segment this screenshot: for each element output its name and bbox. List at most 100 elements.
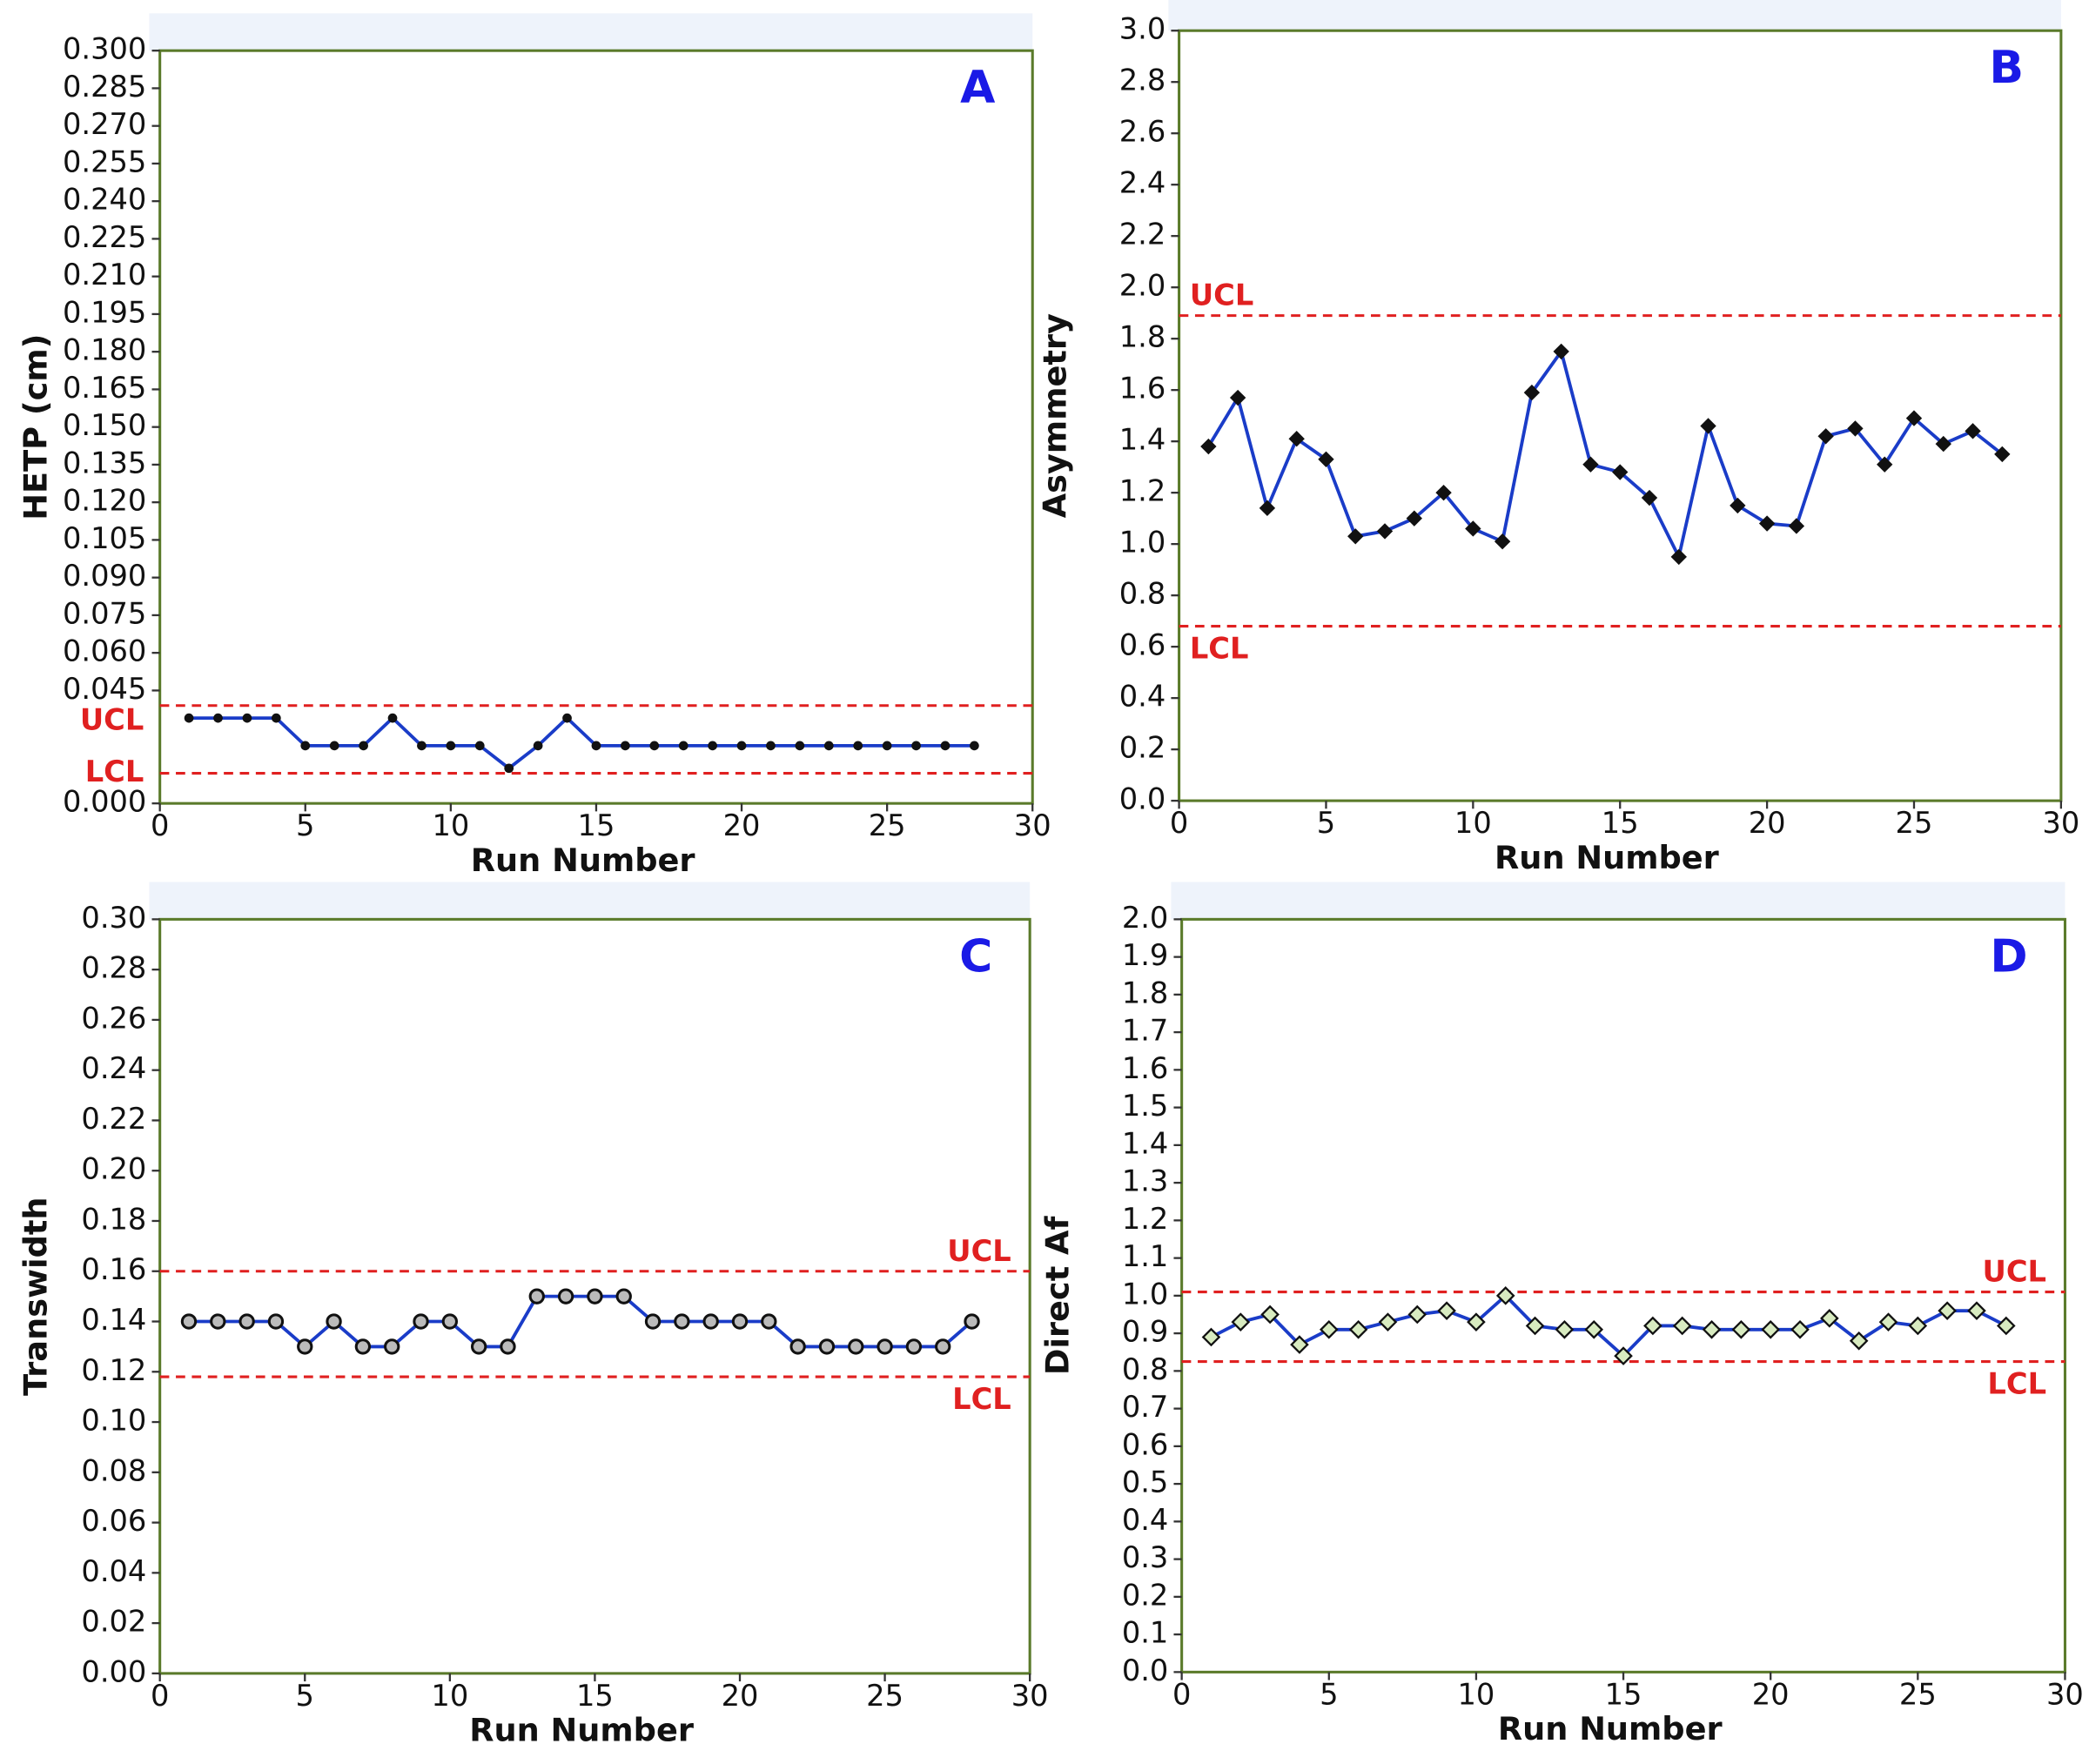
control-limit-label: UCL bbox=[1190, 278, 1253, 312]
data-point bbox=[615, 1288, 632, 1305]
data-point bbox=[731, 1313, 749, 1330]
series-line bbox=[1210, 1293, 2007, 1358]
x-tick-label: 10 bbox=[432, 808, 469, 842]
data-point bbox=[413, 1313, 429, 1330]
data-point bbox=[1347, 528, 1364, 545]
data-point bbox=[1231, 1312, 1251, 1331]
data-point bbox=[1319, 1319, 1339, 1339]
data-point bbox=[1935, 435, 1951, 453]
x-tick-label: 30 bbox=[2046, 1677, 2084, 1711]
y-tick-label: 0.30 bbox=[81, 901, 146, 935]
data-point bbox=[1820, 1309, 1839, 1328]
data-point bbox=[789, 1338, 806, 1355]
x-axis-title: Run Number bbox=[469, 1712, 694, 1749]
y-tick-label: 2.2 bbox=[1119, 218, 1166, 252]
y-tick-label: 0.165 bbox=[63, 371, 146, 405]
data-point bbox=[1435, 484, 1452, 501]
data-point bbox=[1523, 384, 1541, 401]
x-tick-label: 0 bbox=[151, 808, 169, 842]
data-point bbox=[184, 713, 194, 723]
data-point bbox=[1996, 1316, 2016, 1336]
data-point bbox=[1467, 1312, 1486, 1331]
x-tick-label: 5 bbox=[296, 808, 314, 842]
data-point bbox=[242, 713, 252, 723]
y-tick-label: 0.060 bbox=[63, 634, 146, 668]
y-tick-label: 1.4 bbox=[1119, 423, 1166, 457]
y-tick-label: 2.0 bbox=[1119, 269, 1166, 303]
x-tick-label: 10 bbox=[1458, 1677, 1495, 1711]
data-point bbox=[384, 1338, 400, 1355]
y-tick-label: 0.20 bbox=[81, 1152, 146, 1186]
y-tick-label: 0.240 bbox=[63, 183, 146, 217]
y-tick-label: 1.9 bbox=[1122, 938, 1169, 972]
control-limit-label: UCL bbox=[947, 1234, 1011, 1268]
y-tick-label: 0.4 bbox=[1119, 680, 1166, 714]
y-tick-label: 0.26 bbox=[81, 1001, 146, 1035]
data-point bbox=[1758, 515, 1776, 532]
control-limit-label: LCL bbox=[952, 1382, 1011, 1416]
data-point bbox=[964, 1313, 980, 1330]
y-tick-label: 0.8 bbox=[1122, 1352, 1169, 1386]
y-tick-label: 0.225 bbox=[63, 220, 146, 254]
data-point bbox=[853, 741, 863, 751]
data-point bbox=[1731, 1319, 1751, 1339]
data-point bbox=[1584, 1319, 1604, 1339]
x-tick-label: 15 bbox=[1602, 806, 1639, 840]
panel-label: C bbox=[959, 930, 992, 983]
data-point bbox=[1761, 1319, 1780, 1339]
data-point bbox=[649, 741, 660, 751]
y-tick-label: 1.0 bbox=[1122, 1277, 1169, 1311]
data-point bbox=[528, 1288, 545, 1305]
plot-header-band bbox=[149, 13, 1033, 51]
y-tick-label: 0.18 bbox=[81, 1202, 146, 1236]
y-tick-label: 0.120 bbox=[63, 484, 146, 518]
y-axis-title: Transwidth bbox=[17, 1197, 54, 1395]
control-limit-label: LCL bbox=[85, 755, 144, 788]
data-point bbox=[297, 1338, 313, 1355]
x-tick-label: 15 bbox=[578, 808, 615, 842]
data-point bbox=[1702, 1319, 1722, 1339]
data-point bbox=[882, 741, 892, 751]
y-tick-label: 0.285 bbox=[63, 70, 146, 104]
data-point bbox=[940, 741, 950, 751]
data-point bbox=[1700, 418, 1716, 434]
data-point bbox=[1905, 410, 1923, 426]
y-tick-label: 0.4 bbox=[1122, 1503, 1169, 1537]
y-tick-label: 3.0 bbox=[1119, 12, 1166, 46]
series-line bbox=[1206, 347, 2004, 562]
y-tick-label: 0.24 bbox=[81, 1051, 146, 1085]
y-tick-label: 1.3 bbox=[1122, 1164, 1169, 1198]
data-point bbox=[587, 1288, 603, 1305]
data-point bbox=[533, 741, 543, 751]
panel-label: B bbox=[1989, 42, 2024, 94]
y-tick-label: 2.6 bbox=[1119, 115, 1166, 149]
y-tick-label: 0.08 bbox=[81, 1453, 146, 1487]
data-point bbox=[1614, 1346, 1633, 1365]
data-point bbox=[470, 1338, 487, 1355]
y-tick-label: 0.6 bbox=[1122, 1427, 1169, 1461]
y-tick-label: 0.045 bbox=[63, 672, 146, 706]
x-tick-label: 20 bbox=[1749, 806, 1786, 840]
data-point bbox=[1643, 1316, 1662, 1336]
data-point bbox=[1201, 1327, 1221, 1347]
data-point bbox=[1938, 1301, 1957, 1320]
y-tick-label: 0.090 bbox=[63, 559, 146, 593]
y-tick-label: 1.1 bbox=[1122, 1239, 1169, 1273]
y-tick-label: 1.6 bbox=[1122, 1051, 1169, 1085]
y-tick-label: 1.8 bbox=[1119, 320, 1166, 354]
y-tick-label: 0.7 bbox=[1122, 1390, 1169, 1424]
x-tick-label: 30 bbox=[1014, 808, 1051, 842]
y-tick-label: 0.28 bbox=[81, 951, 146, 985]
y-tick-label: 0.6 bbox=[1119, 628, 1166, 662]
data-point bbox=[213, 713, 223, 723]
data-point bbox=[387, 713, 398, 723]
data-point bbox=[1790, 1319, 1810, 1339]
data-point bbox=[474, 741, 485, 751]
y-tick-label: 0.0 bbox=[1119, 782, 1166, 816]
plot-header-band bbox=[149, 882, 1031, 920]
data-point bbox=[1376, 523, 1394, 540]
y-tick-label: 0.270 bbox=[63, 107, 146, 141]
data-point bbox=[621, 741, 630, 751]
data-point bbox=[674, 1313, 690, 1330]
data-point bbox=[591, 741, 601, 751]
